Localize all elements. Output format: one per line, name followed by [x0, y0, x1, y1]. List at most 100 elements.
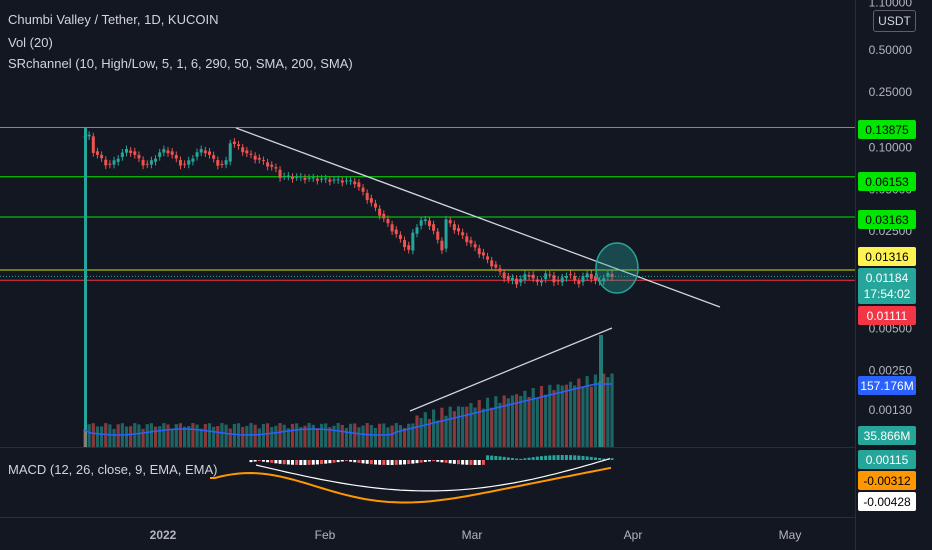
candle-body	[162, 149, 166, 153]
macd-hist-badge-text: 0.00115	[866, 453, 909, 467]
volume-bar	[573, 385, 577, 447]
volume-badge-text: 35.866M	[864, 429, 911, 443]
candle-body	[232, 141, 236, 145]
macd-hist-bar	[390, 460, 394, 465]
macd-hist-bar	[548, 455, 552, 460]
volume-bar	[290, 423, 295, 447]
candle-body	[440, 240, 444, 251]
price-tick-label: 1.10000	[869, 0, 913, 9]
volume-bar	[203, 424, 207, 447]
candle-body	[510, 277, 514, 281]
descending-trendline	[235, 127, 721, 308]
candle-body	[315, 178, 319, 181]
candle-body	[203, 150, 207, 154]
macd-hist-bar	[278, 460, 282, 464]
volume-legend[interactable]: Vol (20)	[8, 35, 53, 50]
currency-badge[interactable]: USDT	[873, 10, 916, 32]
volume-bar	[402, 427, 407, 447]
volume-bar	[548, 384, 552, 447]
volume-bar	[100, 426, 104, 447]
candle-body	[170, 151, 174, 155]
candle-body	[452, 224, 456, 231]
macd-hist-bar	[486, 455, 490, 460]
macd-legend[interactable]: MACD (12, 26, close, 9, EMA, EMA)	[8, 462, 218, 477]
candle-body	[129, 150, 133, 154]
time-tick-label: Apr	[624, 528, 643, 542]
macd-hist-bar	[299, 460, 303, 465]
volume-bar	[473, 407, 477, 447]
candle-body	[390, 224, 394, 232]
macd-hist-bar	[411, 460, 415, 464]
volume-bar	[282, 424, 286, 447]
volume-bar	[552, 389, 556, 447]
candle-body	[469, 240, 473, 244]
pane-separator[interactable]	[0, 447, 855, 448]
volume-bar	[602, 373, 606, 447]
candle-body	[87, 134, 91, 137]
candle-body	[261, 160, 265, 162]
macd-hist-bar	[560, 455, 564, 460]
volume-bar	[158, 426, 162, 447]
volume-bar	[270, 426, 274, 447]
candle-body	[195, 152, 199, 157]
candle-body	[116, 158, 120, 162]
candle-body	[241, 147, 245, 153]
price-tick-label: 0.00250	[869, 363, 913, 377]
candle-body	[299, 176, 303, 178]
volume-bar	[174, 424, 178, 447]
candle-body	[548, 274, 552, 276]
volume-bar	[195, 424, 199, 447]
macd-hist-bar	[365, 460, 369, 464]
volume-bar	[141, 428, 145, 447]
candle-body	[166, 150, 170, 154]
macd-hist-bar	[602, 458, 606, 460]
candles-group	[83, 127, 614, 447]
macd-hist-bar	[477, 460, 481, 465]
volume-bar	[531, 388, 535, 447]
candle-body	[357, 182, 361, 187]
candle-body	[340, 180, 344, 183]
price-label-badge-bg	[858, 247, 916, 266]
volume-bar	[261, 423, 266, 447]
candle-body	[544, 273, 548, 280]
volume-bar	[527, 397, 531, 447]
volume-bar	[465, 406, 469, 447]
volume-bar	[390, 425, 394, 447]
macd-hist-bar	[535, 456, 539, 460]
volume-bar	[108, 424, 112, 447]
candle-body	[419, 220, 423, 226]
volume-bar	[510, 395, 515, 447]
volume-bar	[349, 423, 353, 447]
macd-line-badge-bg	[858, 471, 916, 490]
volume-bar	[357, 427, 361, 447]
volume-bar	[91, 423, 95, 447]
candle-body	[494, 264, 498, 268]
candle-body	[311, 177, 315, 179]
volume-sma-badge-text: 157.176M	[860, 379, 913, 393]
candle-body	[444, 219, 448, 249]
candle-body	[486, 256, 490, 260]
macd-hist-bar	[573, 455, 577, 460]
macd-hist-bar	[452, 460, 456, 464]
candle-body	[361, 187, 365, 192]
volume-bar	[535, 398, 539, 447]
macd-hist-bar	[457, 460, 460, 465]
macd-signal-badge-bg	[858, 492, 916, 511]
macd-hist-bar	[253, 460, 257, 462]
volume-bar	[183, 426, 187, 447]
volume-bar	[610, 373, 614, 447]
volume-bar	[544, 394, 548, 447]
volume-bar	[436, 420, 440, 447]
candle-body	[519, 278, 523, 283]
volume-bar	[328, 427, 332, 447]
candle-body	[490, 260, 494, 267]
candle-body	[415, 227, 419, 234]
macd-hist-bar	[266, 460, 270, 463]
macd-hist-bar	[494, 455, 498, 460]
volume-bar	[170, 428, 174, 447]
candle-body	[245, 150, 249, 154]
srchannel-legend[interactable]: SRchannel (10, High/Low, 5, 1, 6, 290, 5…	[8, 56, 353, 71]
volume-bar	[353, 423, 357, 447]
macd-hist-bar	[349, 460, 353, 462]
